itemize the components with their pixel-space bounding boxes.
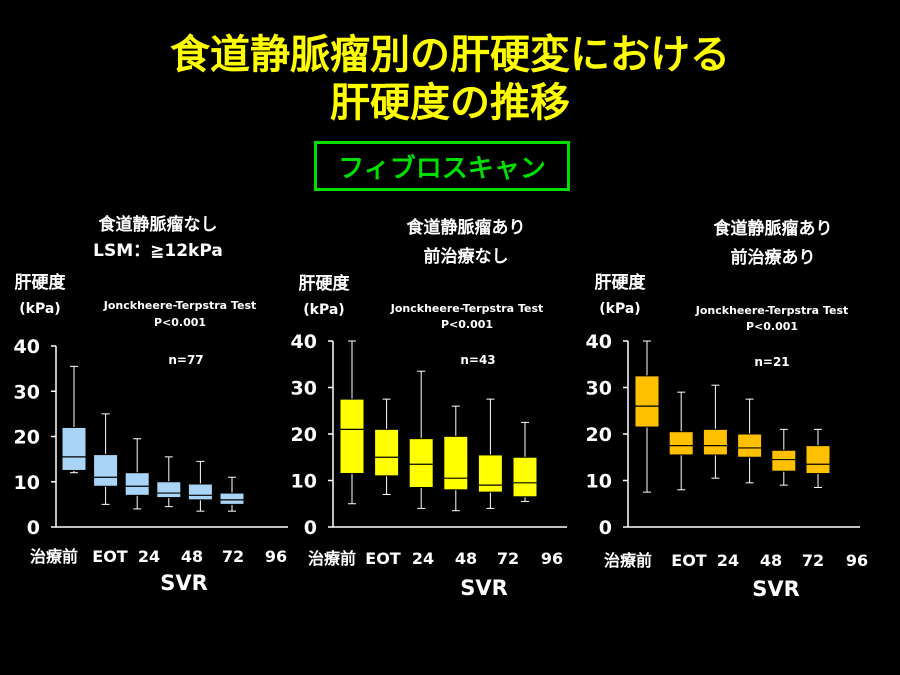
- panel1-box-4: [156, 481, 182, 499]
- panel2-title-line-1: 食道静脈瘤あり: [407, 217, 526, 238]
- panel2-box-4: [443, 435, 469, 491]
- panel2-category-label-3: 24: [412, 549, 434, 568]
- slide-title-line-1: 食道静脈瘤別の肝硬変における: [170, 32, 730, 78]
- panel1-box-5: [187, 483, 213, 501]
- panel2-category-label-4: 48: [455, 549, 477, 568]
- panel3-box-6: [805, 445, 831, 475]
- panel2-box-3: [408, 438, 434, 488]
- panel3-test-line-2: P<0.001: [746, 320, 798, 333]
- panel1-xlabel: SVR: [160, 571, 208, 595]
- panel2-ytick-label-10: 10: [291, 471, 317, 493]
- panel2-category-label-1: 治療前: [308, 549, 356, 568]
- panel1-category-label-6: 96: [265, 547, 287, 566]
- panel3-xlabel: SVR: [752, 577, 800, 601]
- panel2-box-6: [512, 456, 538, 498]
- panel1-ytick-label-40: 40: [14, 336, 40, 358]
- panel2-test-line-2: P<0.001: [441, 318, 493, 331]
- panel3-ytick-label-40: 40: [586, 331, 612, 353]
- panel2-ytick-label-30: 30: [291, 378, 317, 400]
- panel1-n-label: n=77: [168, 353, 203, 367]
- panel2-ytick-label-20: 20: [291, 424, 317, 446]
- panel3-box-5: [771, 449, 797, 472]
- panel3-ytick-label-0: 0: [599, 517, 612, 539]
- panel1-box-6: [219, 492, 245, 505]
- panel3-test-line-1: Jonckheere-Terpstra Test: [695, 304, 849, 317]
- panel1-ytick-label-10: 10: [14, 472, 40, 494]
- panel2-ylabel-line-1: 肝硬度: [299, 273, 351, 294]
- panel2-box-2: [374, 428, 400, 477]
- panel3-box-1: [634, 375, 660, 428]
- panel2-title-line-2: 前治療なし: [424, 246, 509, 267]
- panel1-category-label-3: 24: [138, 547, 160, 566]
- panel1-title-line-2: LSM：≧12kPa: [93, 241, 223, 261]
- panel3-ylabel-line-1: 肝硬度: [595, 272, 647, 293]
- panel2-category-label-5: 72: [497, 549, 519, 568]
- panel1-category-label-4: 48: [181, 547, 203, 566]
- slide-title-line-2: 肝硬度の推移: [330, 80, 570, 126]
- panel3-category-label-5: 72: [802, 551, 824, 570]
- panel1-ytick-label-0: 0: [27, 517, 40, 539]
- panel3-title-line-1: 食道静脈瘤あり: [714, 218, 833, 239]
- panel3-category-label-3: 24: [717, 551, 739, 570]
- panel1-box-2: [93, 454, 119, 487]
- panel2-n-label: n=43: [460, 353, 495, 367]
- panel2-box-1: [339, 398, 365, 475]
- panel2-category-label-2: EOT: [365, 549, 401, 568]
- panel3-ytick-label-10: 10: [586, 471, 612, 493]
- panel1-ytick-label-30: 30: [14, 381, 40, 403]
- panel1-category-label-1: 治療前: [30, 547, 78, 566]
- panel3-ylabel-line-2: (kPa): [599, 301, 640, 317]
- panel1-title-line-1: 食道静脈瘤なし: [99, 214, 218, 235]
- panel1-category-label-2: EOT: [92, 547, 128, 566]
- panel1-ylabel-line-2: (kPa): [19, 301, 60, 317]
- panel3-ytick-label-30: 30: [586, 378, 612, 400]
- panel3-box-4: [737, 433, 763, 458]
- panel2-xlabel: SVR: [460, 576, 508, 600]
- panel1-category-label-5: 72: [222, 547, 244, 566]
- method-label: フィブロスキャン: [338, 153, 546, 184]
- panel1-test-line-1: Jonckheere-Terpstra Test: [103, 299, 257, 312]
- panel3-category-label-4: 48: [760, 551, 782, 570]
- panel1-box-3: [124, 472, 150, 496]
- method-label-box: フィブロスキャン: [314, 141, 570, 191]
- panel2-test-line-1: Jonckheere-Terpstra Test: [390, 302, 544, 315]
- panel3-category-label-2: EOT: [671, 551, 707, 570]
- panel2-box-5: [477, 454, 503, 493]
- panel2-category-label-6: 96: [541, 549, 563, 568]
- panel2-ytick-label-0: 0: [304, 517, 317, 539]
- panel3-title-line-2: 前治療あり: [731, 247, 816, 268]
- panel3-n-label: n=21: [754, 355, 789, 369]
- panel3-category-label-1: 治療前: [604, 551, 652, 570]
- panel3-category-label-6: 96: [846, 551, 868, 570]
- panel3-box-3: [702, 428, 728, 456]
- panel3-ytick-label-20: 20: [586, 424, 612, 446]
- panel2-ytick-label-40: 40: [291, 331, 317, 353]
- panel2-ylabel-line-2: (kPa): [303, 302, 344, 318]
- panel1-ylabel-line-1: 肝硬度: [15, 272, 67, 293]
- panel3-box-2: [668, 431, 694, 456]
- panel1-ytick-label-20: 20: [14, 427, 40, 449]
- panel1-box-1: [61, 426, 87, 471]
- panel1-test-line-2: P<0.001: [154, 316, 206, 329]
